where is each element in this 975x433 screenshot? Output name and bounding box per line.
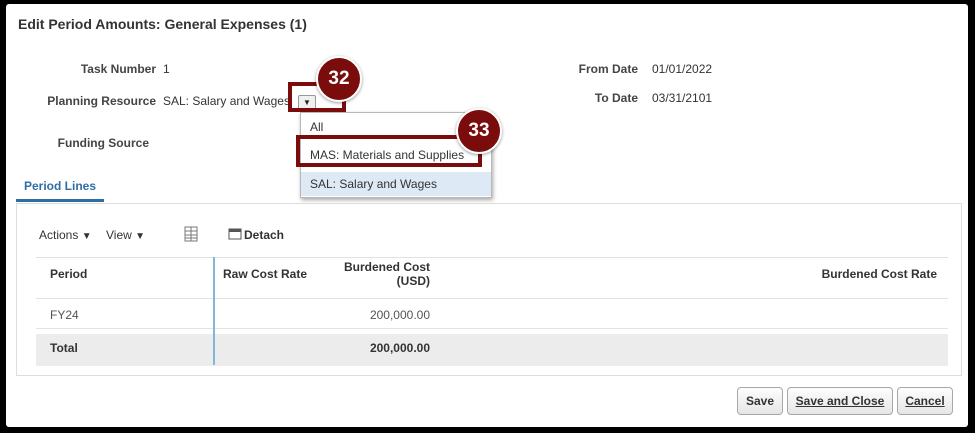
row-burdened-cost: 200,000.00 <box>369 308 430 322</box>
from-date-value: 01/01/2022 <box>652 62 713 76</box>
detach-button[interactable]: Detach <box>244 228 285 242</box>
to-date-value: 03/31/2101 <box>652 91 713 105</box>
tab-period-lines[interactable]: Period Lines <box>16 172 104 202</box>
freeze-columns-icon[interactable] <box>184 226 198 242</box>
period-lines-panel <box>16 204 962 376</box>
col-header-period[interactable]: Period <box>50 267 88 281</box>
caret-down-icon: ▼ <box>303 98 311 107</box>
callout-badge-33: 33 <box>456 108 502 154</box>
row-border <box>36 328 948 329</box>
table-top-border <box>36 257 948 258</box>
funding-source-label: Funding Source <box>57 136 149 150</box>
actions-menu[interactable]: Actions ▼ <box>39 228 92 242</box>
to-date-label: To Date <box>594 91 638 105</box>
caret-down-icon: ▼ <box>135 231 146 242</box>
dropdown-option-sal[interactable]: SAL: Salary and Wages <box>301 172 491 196</box>
total-label: Total <box>50 341 78 355</box>
row-period: FY24 <box>50 308 79 322</box>
dialog-title: Edit Period Amounts: General Expenses (1… <box>18 16 307 32</box>
total-row <box>36 334 948 366</box>
dropdown-option-all[interactable]: All <box>310 120 324 134</box>
save-button[interactable]: Save <box>737 387 783 415</box>
task-number-label: Task Number <box>80 62 156 76</box>
col-header-burdened-cost-rate[interactable]: Burdened Cost Rate <box>821 267 937 281</box>
from-date-label: From Date <box>578 62 638 76</box>
detach-icon[interactable] <box>228 227 242 240</box>
planning-resource-value[interactable]: SAL: Salary and Wages <box>163 94 290 108</box>
header-bottom-border <box>36 298 948 299</box>
view-menu[interactable]: View ▼ <box>106 228 146 242</box>
col-header-burdened-cost[interactable]: Burdened Cost (USD) <box>343 260 430 288</box>
tab-divider <box>16 203 962 204</box>
col-header-raw-cost-rate[interactable]: Raw Cost Rate <box>223 267 308 281</box>
dropdown-option-mas[interactable]: MAS: Materials and Supplies <box>310 148 465 162</box>
frozen-column-separator <box>213 257 215 365</box>
edit-period-amounts-dialog: Edit Period Amounts: General Expenses (1… <box>6 4 968 427</box>
task-number-value: 1 <box>163 62 170 76</box>
caret-down-icon: ▼ <box>81 231 92 242</box>
callout-badge-32: 32 <box>316 56 362 102</box>
save-and-close-button[interactable]: Save and Close <box>787 387 893 415</box>
cancel-button[interactable]: Cancel <box>897 387 953 415</box>
planning-resource-label: Planning Resource <box>47 94 156 108</box>
callout-highlight-33 <box>296 135 482 167</box>
total-burdened-cost: 200,000.00 <box>369 341 430 355</box>
